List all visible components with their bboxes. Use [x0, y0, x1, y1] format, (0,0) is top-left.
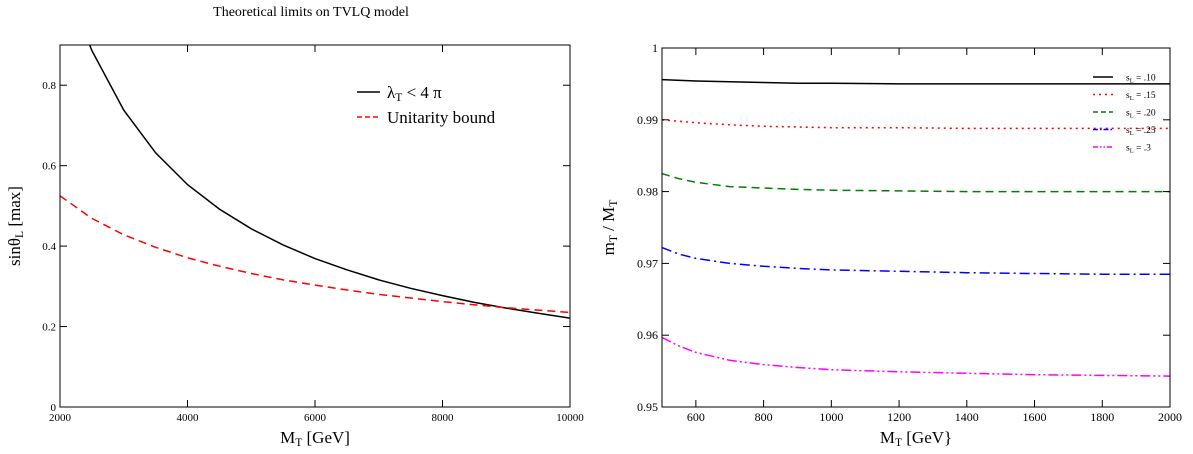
x-axis-title: MT [GeV] — [280, 428, 350, 449]
series-line-4 — [662, 336, 1170, 377]
x-tick-label: 1600 — [1023, 410, 1047, 424]
legend-label-0-tail: < 4 π — [402, 83, 442, 102]
mass-ratio-panel: 600 800 1000 1200 1400 1600 1800 2000 0.95 0.96 0.… — [599, 41, 1182, 449]
series-line-3 — [662, 246, 1170, 275]
x-tick-label: 1400 — [955, 410, 979, 424]
series-line-0 — [88, 45, 570, 319]
legend-label-1-tail: = .15 — [1134, 91, 1156, 101]
legend-label-4-main: s — [1126, 144, 1130, 154]
plot-area — [662, 78, 1170, 377]
x-axis-title-tail: [GeV} — [902, 428, 952, 447]
y-axis-title-sub: L — [13, 231, 26, 238]
plot-frame — [661, 47, 1171, 408]
y-axis-title-sub: T — [607, 235, 620, 242]
y-tick-label: 0.8 — [42, 80, 56, 92]
series-line-0 — [662, 78, 1170, 85]
legend: λT < 4 π Unitarity bound — [357, 83, 496, 127]
series-line-1 — [60, 195, 570, 314]
x-tick-label: 8000 — [432, 412, 455, 424]
x-tick-label: 2000 — [49, 412, 72, 424]
y-tick-label: 0.99 — [637, 113, 658, 127]
y-axis-title-main: m — [599, 242, 618, 255]
legend-label-2-main: s — [1126, 109, 1130, 119]
y-axis-title-main: sinθ — [5, 238, 24, 266]
legend-label-1-sub: L — [1130, 95, 1134, 102]
x-axis-title-tail: [GeV] — [302, 428, 350, 447]
x-axis-title-main: M — [280, 428, 295, 447]
x-tick-label: 1000 — [819, 410, 843, 424]
x-tick-label: 1800 — [1090, 410, 1114, 424]
y-tick-label: 0.98 — [637, 185, 658, 199]
y-tick-label: 1 — [652, 41, 658, 55]
figure-title: Theoretical limits on TVLQ model — [213, 5, 409, 20]
legend-label-0-tail: = .10 — [1134, 74, 1156, 84]
y-tick-label: 0.97 — [637, 256, 658, 270]
x-axis-title-sub: T — [295, 436, 302, 449]
y-axis-title-mid: / M — [599, 207, 618, 235]
series-line-2 — [662, 172, 1170, 193]
legend-label-0-sub: L — [1130, 77, 1134, 84]
y-axis-title-tail: [max] — [5, 186, 24, 231]
y-tick-label: 0.96 — [637, 328, 658, 342]
y-axis-title: sinθL [max] — [5, 186, 26, 266]
series-line-1 — [662, 119, 1170, 130]
x-axis-title-main: M — [880, 428, 895, 447]
plot-area — [60, 45, 570, 319]
y-tick-label: 0 — [51, 402, 57, 414]
legend-label-4: sL = .3 — [1126, 144, 1151, 155]
legend-label-0: sL = .10 — [1126, 74, 1156, 85]
x-axis-title: MT [GeV} — [880, 428, 952, 449]
legend-label-3-main: s — [1126, 126, 1130, 136]
legend-label-4-tail: = .3 — [1134, 144, 1151, 154]
legend-label-1: sL = .15 — [1126, 91, 1156, 102]
legend-label-1-main: s — [1126, 91, 1130, 101]
x-tick-label: 10000 — [556, 412, 584, 424]
plot-frame — [59, 44, 571, 408]
legend-label-0-main: λ — [387, 83, 396, 102]
legend-label-4-sub: L — [1130, 147, 1134, 154]
legend-label-2: sL = .20 — [1126, 109, 1156, 120]
y-tick-label: 0.2 — [42, 322, 56, 334]
legend-label-3-sub: L — [1130, 130, 1134, 137]
legend-label-1: Unitarity bound — [387, 108, 496, 127]
legend-label-2-tail: = .20 — [1134, 109, 1156, 119]
x-axis-title-sub: T — [895, 436, 902, 449]
y-tick-label: 0.6 — [42, 161, 56, 173]
legend-label-3-tail: = .25 — [1134, 126, 1156, 136]
legend-label-0: λT < 4 π — [387, 83, 442, 104]
legend-label-1-main: Unitarity bound — [387, 108, 496, 127]
legend-label-0-main: s — [1126, 74, 1130, 84]
x-tick-label: 600 — [687, 410, 705, 424]
x-tick-label: 800 — [755, 410, 773, 424]
y-axis-title: mT / MT — [599, 200, 620, 256]
x-tick-label: 6000 — [304, 412, 327, 424]
y-tick-label: 0.95 — [637, 400, 658, 414]
legend-label-2-sub: L — [1130, 112, 1134, 119]
y-axis-title-sub2: T — [607, 200, 620, 207]
legend-label-0-sub: T — [395, 91, 402, 104]
legend-label-3: sL = .25 — [1126, 126, 1156, 137]
x-tick-label: 4000 — [177, 412, 200, 424]
x-tick-label: 1200 — [887, 410, 911, 424]
x-tick-label: 2000 — [1158, 410, 1182, 424]
y-tick-label: 0.4 — [42, 241, 56, 253]
